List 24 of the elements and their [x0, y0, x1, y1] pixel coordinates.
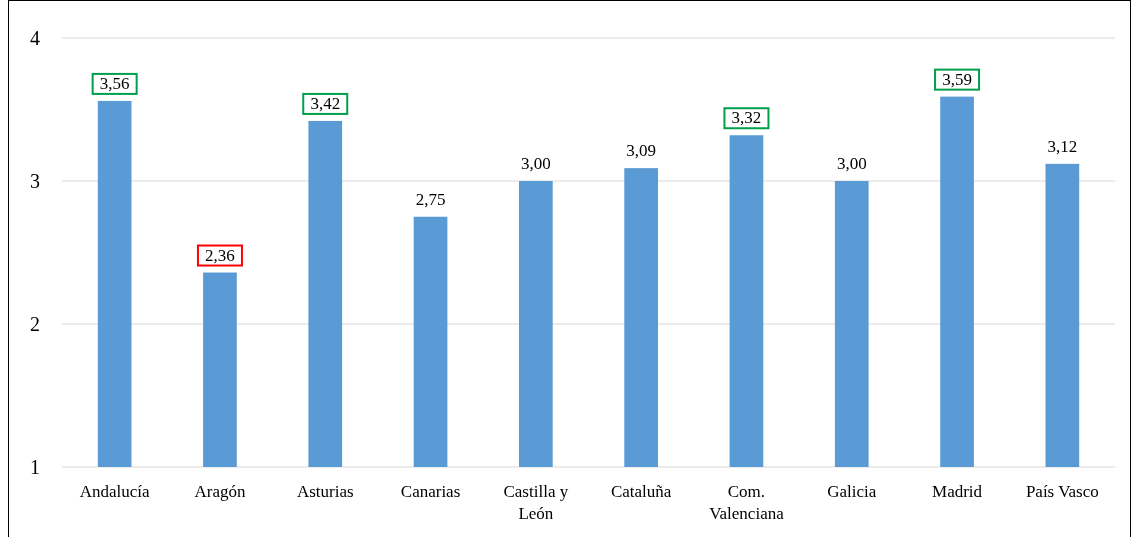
x-tick-label: País Vasco — [1025, 482, 1099, 501]
x-tick-label: Andalucía — [79, 482, 151, 501]
data-label: 3,12 — [1047, 136, 1078, 156]
x-tick-label: Madrid — [932, 482, 983, 501]
x-tick-label: Aragón — [194, 482, 246, 501]
x-tick-label: Canarias — [400, 482, 461, 501]
y-tick-label: 4 — [30, 27, 40, 49]
x-tick-label: Com. Valenciana — [709, 482, 785, 523]
y-tick-label: 2 — [30, 313, 40, 335]
data-label: 3,09 — [626, 141, 657, 161]
data-label: 3,32 — [731, 108, 762, 128]
data-label: 3,56 — [99, 73, 130, 93]
data-label: 2,75 — [415, 189, 446, 209]
y-tick-label: 1 — [30, 456, 40, 478]
y-tick-label: 3 — [30, 170, 40, 192]
x-tick-label: Cataluña — [610, 482, 672, 501]
data-label: 3,00 — [836, 154, 867, 173]
x-tick-label: Asturias — [296, 482, 354, 501]
data-label: 3,00 — [520, 154, 551, 173]
data-label: 3,59 — [942, 69, 972, 89]
data-label: 2,36 — [205, 245, 235, 265]
data-label: 3,42 — [310, 93, 341, 113]
x-tick-label: Galicia — [827, 482, 877, 501]
x-tick-label: Castilla y León — [503, 482, 569, 523]
